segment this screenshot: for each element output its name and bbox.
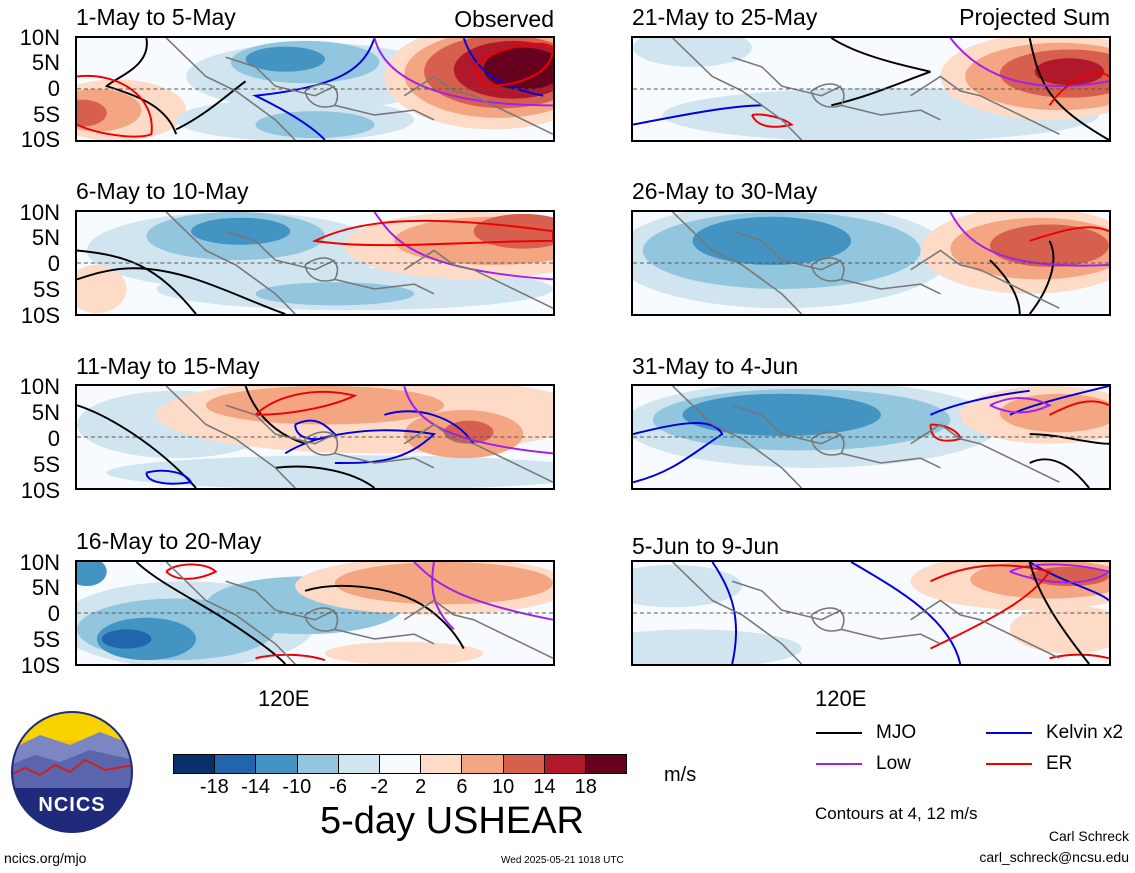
contours-note: Contours at 4, 12 m/s: [815, 804, 978, 823]
map-panel-7: [75, 560, 555, 666]
lat-label: 5N: [31, 575, 60, 600]
colorbar-swatch: [462, 755, 504, 773]
colorbar: [173, 754, 627, 774]
lat-label: 0: [47, 251, 60, 276]
colorbar-tick-label: 2: [415, 776, 427, 798]
colorbar-tick-label: -6: [329, 776, 347, 798]
colorbar-unit: m/s: [664, 764, 697, 786]
legend-item-mjo: MJO: [816, 722, 916, 744]
logo-mountains-icon: [11, 711, 133, 833]
panel-title-2: 21-May to 25-May: [632, 4, 818, 30]
author-name: Carl Schreck: [1048, 828, 1129, 844]
map-panel-3: [75, 210, 555, 316]
panel-tag-projected: Projected Sum: [959, 4, 1110, 30]
legend-line-mjo: [816, 731, 862, 734]
logo-text: NCICS: [38, 794, 106, 816]
lat-label: 10S: [20, 478, 60, 503]
colorbar-tick-label: -10: [282, 776, 312, 798]
map-panel-2: [631, 36, 1111, 142]
map-panel-8: [631, 560, 1111, 666]
map-field-8: [633, 562, 1109, 664]
lat-label: 0: [47, 426, 60, 451]
lon-label-right: 120E: [815, 686, 867, 711]
lat-label: 5S: [33, 452, 60, 477]
lat-label: 5S: [33, 627, 60, 652]
lat-label: 5S: [33, 102, 60, 127]
map-field-4: [633, 212, 1109, 314]
map-field-7: [77, 562, 553, 664]
lat-label: 5N: [31, 225, 60, 250]
lat-label: 10N: [19, 200, 60, 225]
main-title: 5-day USHEAR: [320, 800, 584, 842]
legend-label: Kelvin x2: [1046, 722, 1124, 743]
panel-title-6: 31-May to 4-Jun: [632, 353, 799, 379]
lat-label: 10S: [20, 127, 60, 152]
timestamp: Wed 2025-05-21 1018 UTC: [501, 855, 624, 866]
legend-line-kelvin: [986, 731, 1032, 734]
panel-title-4: 26-May to 30-May: [632, 178, 818, 204]
map-field-2: [633, 38, 1109, 140]
lat-label: 10N: [19, 550, 60, 575]
legend-label: ER: [1046, 753, 1073, 774]
colorbar-tick-label: -14: [241, 776, 270, 798]
legend-item-er: ER: [986, 753, 1072, 775]
ncics-logo: NCICS: [10, 710, 134, 834]
map-panel-1: [75, 36, 555, 142]
legend-label: MJO: [876, 722, 917, 743]
colorbar-swatch: [338, 755, 380, 773]
map-panel-4: [631, 210, 1111, 316]
colorbar-tick-label: 14: [533, 776, 556, 798]
lat-label: 10N: [19, 374, 60, 399]
lat-label: 0: [47, 601, 60, 626]
panel-title-7: 16-May to 20-May: [76, 528, 262, 554]
colorbar-swatch: [256, 755, 298, 773]
panel-title-5: 11-May to 15-May: [76, 353, 260, 379]
map-field-1: [77, 38, 553, 140]
map-field-3: [77, 212, 553, 314]
legend-line-er: [986, 762, 1032, 765]
colorbar-swatch: [215, 755, 257, 773]
colorbar-tick-label: -18: [199, 776, 229, 798]
lon-label-left: 120E: [258, 686, 310, 711]
legend-item-kelvin: Kelvin x2: [986, 722, 1123, 744]
colorbar-swatch: [585, 755, 627, 773]
lat-label: 5N: [31, 50, 60, 75]
colorbar-tick-label: -2: [370, 776, 389, 798]
site-link[interactable]: ncics.org/mjo: [4, 850, 87, 866]
colorbar-swatch: [297, 755, 339, 773]
lat-label: 10S: [20, 653, 60, 678]
lat-label: 5N: [31, 400, 60, 425]
colorbar-swatch: [503, 755, 545, 773]
colorbar-swatch: [421, 755, 463, 773]
colorbar-tick-label: 18: [574, 776, 597, 798]
panel-title-3: 6-May to 10-May: [76, 178, 249, 204]
legend-line-low: [816, 762, 862, 765]
colorbar-swatch: [174, 755, 216, 773]
lat-label: 10S: [20, 303, 60, 328]
colorbar-swatch: [379, 755, 422, 773]
lat-label: 5S: [33, 277, 60, 302]
legend-label: Low: [876, 753, 911, 774]
map-panel-6: [631, 384, 1111, 490]
panel-tag-observed: Observed: [454, 6, 554, 32]
map-panel-5: [75, 384, 555, 490]
map-field-5: [77, 386, 553, 488]
legend-item-low: Low: [816, 753, 911, 775]
colorbar-tick-label: 10: [492, 776, 515, 798]
map-field-6: [633, 386, 1109, 488]
lat-label: 0: [47, 76, 60, 101]
panel-title-8: 5-Jun to 9-Jun: [632, 533, 780, 559]
colorbar-tick-label: 6: [456, 776, 468, 798]
lat-label: 10N: [19, 25, 60, 50]
panel-title-1: 1-May to 5-May: [76, 4, 236, 30]
author-email[interactable]: carl_schreck@ncsu.edu: [979, 849, 1129, 865]
colorbar-swatch: [544, 755, 586, 773]
